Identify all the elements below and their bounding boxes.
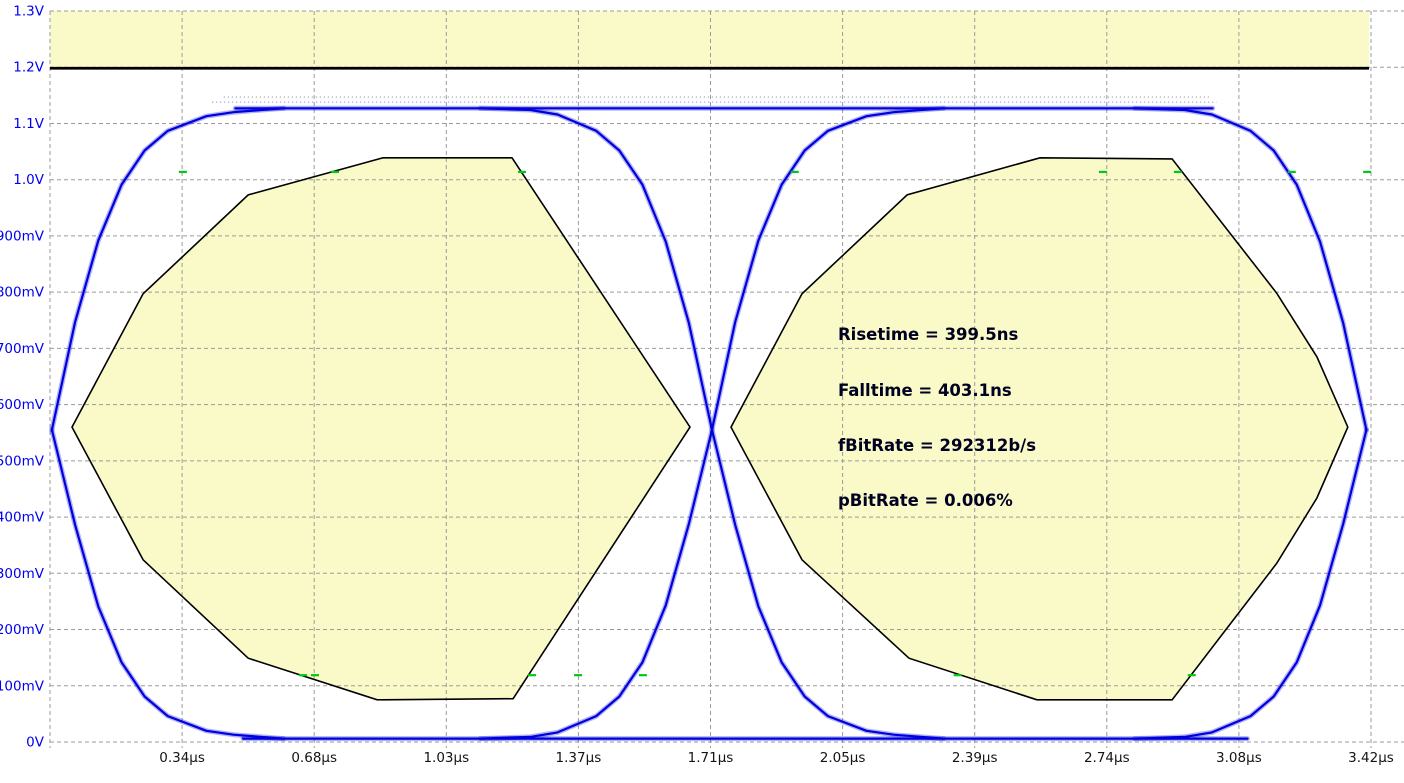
mask-top-bar xyxy=(50,11,1370,68)
mask-right-eye-border xyxy=(730,156,1349,701)
y-tick-label: 600mV xyxy=(0,397,45,413)
y-tick-label: 500mV xyxy=(0,453,45,469)
y-tick-label: 300mV xyxy=(0,566,45,582)
y-tick-label: 700mV xyxy=(0,341,45,357)
x-tick-label: 3.42µs xyxy=(1348,750,1394,766)
measurement-text: pBitRate = 0.006% xyxy=(838,491,1013,510)
marker-10pct xyxy=(574,674,583,677)
y-tick-label: 0V xyxy=(26,735,45,751)
eye-trace-right-rise xyxy=(1133,428,1368,740)
y-tick-label: 900mV xyxy=(0,228,45,244)
y-tick-label: 1.2V xyxy=(13,60,44,76)
y-tick-label: 100mV xyxy=(0,678,45,694)
marker-10pct xyxy=(528,674,537,677)
mask-left-eye-fill xyxy=(72,157,690,700)
y-tick-label: 800mV xyxy=(0,285,45,301)
marker-90pct xyxy=(1173,170,1182,174)
y-tick-label: 400mV xyxy=(0,510,45,526)
y-tick-label: 200mV xyxy=(0,622,45,638)
measurement-text: Falltime = 403.1ns xyxy=(838,381,1012,400)
measurement-text: Risetime = 399.5ns xyxy=(838,325,1019,344)
marker-10pct xyxy=(298,674,307,677)
x-tick-label: 2.74µs xyxy=(1084,750,1130,766)
x-tick-label: 0.68µs xyxy=(291,750,337,766)
x-tick-label: 1.03µs xyxy=(423,750,469,766)
x-tick-label: 1.37µs xyxy=(556,750,602,766)
eye-trace-left-rise xyxy=(50,107,285,431)
marker-10pct xyxy=(953,674,962,677)
marker-90pct xyxy=(331,170,340,174)
y-tick-label: 1.3V xyxy=(13,4,44,20)
marker-90pct xyxy=(1098,170,1107,174)
x-tick-label: 3.08µs xyxy=(1216,750,1262,766)
y-tick-label: 1.1V xyxy=(13,116,44,132)
x-tick-label: 2.39µs xyxy=(952,750,998,766)
measurement-text: fBitRate = 292312b/s xyxy=(838,436,1036,455)
marker-90pct xyxy=(790,170,799,174)
marker-10pct xyxy=(638,674,647,677)
mask-left-eye-border xyxy=(71,157,691,701)
eye-trace-right-fall xyxy=(1133,107,1368,431)
eye-trace-center-fall xyxy=(479,107,945,740)
eye-trace-left-fall xyxy=(50,428,285,740)
marker-10pct xyxy=(310,674,319,677)
marker-90pct xyxy=(518,170,527,174)
marker-90pct xyxy=(1363,170,1372,174)
x-tick-label: 2.05µs xyxy=(820,750,866,766)
marker-90pct xyxy=(1287,170,1296,174)
marker-10pct xyxy=(1187,674,1196,677)
y-tick-label: 1.0V xyxy=(13,172,44,188)
x-tick-label: 0.34µs xyxy=(159,750,205,766)
mask-right-eye-fill xyxy=(731,157,1348,700)
x-tick-label: 1.71µs xyxy=(688,750,734,766)
marker-90pct xyxy=(178,170,187,174)
